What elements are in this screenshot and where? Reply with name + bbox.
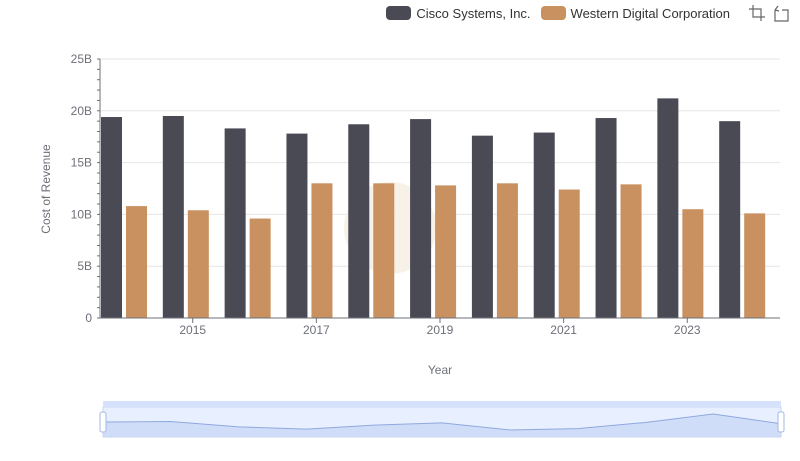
- zoom-icon[interactable]: [748, 4, 766, 22]
- y-tick-label: 25B: [71, 52, 92, 66]
- x-tick-label: 2017: [303, 323, 330, 337]
- y-tick-label: 20B: [71, 104, 92, 118]
- bar-cisco-2023[interactable]: [657, 98, 679, 318]
- bar-cisco-2020[interactable]: [471, 135, 493, 318]
- bar-cisco-2022[interactable]: [595, 118, 617, 318]
- bar-cisco-2024[interactable]: [719, 121, 741, 318]
- zoom-preview-line: [102, 413, 782, 431]
- bar-western-digital-2023[interactable]: [682, 209, 704, 318]
- axes: 2015 2017 2019 2021 2023: [97, 58, 780, 337]
- bar-cisco-2021[interactable]: [533, 132, 555, 318]
- data-zoom-slider[interactable]: [99, 401, 785, 438]
- bar-western-digital-2017[interactable]: [311, 183, 333, 318]
- bar-cisco-2017[interactable]: [286, 133, 308, 318]
- x-tick-label: 2019: [427, 323, 454, 337]
- bar-western-digital-2024[interactable]: [744, 213, 766, 318]
- bar-cisco-2014[interactable]: [101, 117, 122, 319]
- y-tick-label: 15B: [71, 156, 92, 170]
- y-tick-label: 5B: [77, 259, 92, 273]
- x-tick-label: 2023: [674, 323, 701, 337]
- zoom-move-handle[interactable]: [103, 401, 781, 407]
- bar-western-digital-2020[interactable]: [496, 183, 518, 318]
- bar-western-digital-2022[interactable]: [620, 184, 642, 318]
- x-tick-label: 2021: [550, 323, 577, 337]
- bar-western-digital-2019[interactable]: [435, 185, 457, 318]
- legend-swatch-cisco: [386, 6, 412, 20]
- bar-western-digital-2021[interactable]: [558, 189, 580, 318]
- bar-western-digital-2016[interactable]: [249, 218, 271, 318]
- legend: Cisco Systems, Inc. Western Digital Corp…: [386, 4, 790, 22]
- bar-cisco-2018[interactable]: [348, 124, 370, 318]
- y-tick-label: 0: [85, 311, 92, 325]
- x-tick-label: 2015: [179, 323, 206, 337]
- zoom-handle-right[interactable]: [777, 411, 785, 433]
- bars: [101, 98, 766, 319]
- bar-western-digital-2014[interactable]: [126, 206, 147, 318]
- legend-label-western-digital: Western Digital Corporation: [570, 5, 730, 21]
- bar-western-digital-2018[interactable]: [373, 183, 395, 318]
- toolbox: [742, 4, 790, 22]
- bar-western-digital-2015[interactable]: [187, 210, 209, 318]
- x-axis-title: Year: [428, 363, 452, 377]
- bar-cisco-2016[interactable]: [224, 128, 246, 318]
- legend-item-western-digital[interactable]: Western Digital Corporation: [540, 5, 730, 21]
- legend-item-cisco[interactable]: Cisco Systems, Inc.: [386, 5, 531, 21]
- bar-cisco-2015[interactable]: [162, 115, 184, 318]
- y-tick-label: 10B: [71, 207, 92, 221]
- zoom-handle-left[interactable]: [99, 411, 107, 433]
- legend-label-cisco: Cisco Systems, Inc.: [416, 5, 531, 21]
- bar-cisco-2019[interactable]: [410, 119, 432, 318]
- zoom-preview-area: [103, 414, 781, 437]
- y-axis-title: Cost of Revenue: [39, 144, 53, 234]
- legend-swatch-western-digital: [540, 6, 566, 20]
- zoom-reset-icon[interactable]: [772, 4, 790, 22]
